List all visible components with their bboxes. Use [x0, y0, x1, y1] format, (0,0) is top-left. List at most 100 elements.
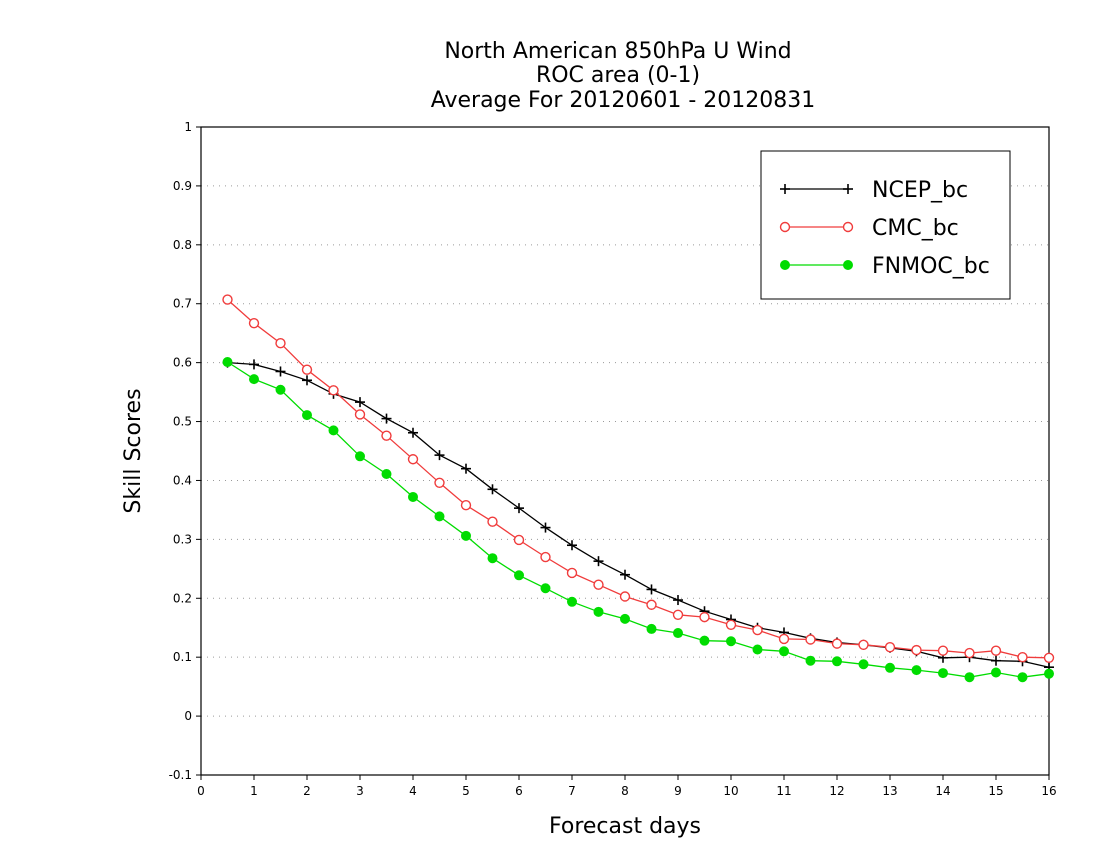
legend-item-ncep-bc: NCEP_bc — [780, 178, 968, 203]
plus-marker — [673, 595, 683, 606]
filled-circle-marker — [1044, 668, 1054, 679]
open-circle-marker — [593, 579, 604, 590]
filled-circle-marker — [885, 662, 895, 673]
series-line-fnmoc-bc — [227, 361, 1050, 678]
filled-circle-marker — [673, 628, 683, 639]
open-circle-marker — [487, 516, 498, 527]
filled-circle-marker — [832, 656, 842, 667]
y-tick-label: 0.7 — [173, 297, 192, 311]
filled-circle-marker — [487, 553, 498, 564]
legend-item-fnmoc-bc: FNMOC_bc — [780, 254, 990, 279]
plus-marker — [514, 503, 524, 514]
legend-label: CMC_bc — [872, 216, 959, 241]
filled-circle-marker — [805, 655, 816, 666]
filled-circle-marker — [843, 260, 853, 270]
x-tick-label: 7 — [568, 784, 576, 798]
open-circle-marker — [301, 364, 313, 375]
filled-circle-marker — [858, 659, 869, 670]
open-circle-marker — [354, 409, 366, 420]
series-fnmoc-bc — [222, 357, 1054, 683]
axis-ticks: -0.100.10.20.30.40.50.60.70.80.910 1 2 3 4 5 6… — [169, 120, 1057, 798]
y-tick-label: 0.1 — [173, 650, 192, 664]
chart-title-line-2: ROC area (0-1) — [536, 63, 700, 88]
series-ncep-bc — [222, 357, 1054, 673]
plus-marker — [355, 397, 365, 408]
series-layer — [222, 294, 1055, 683]
open-circle-marker — [779, 221, 791, 233]
plus-marker — [302, 375, 312, 386]
filled-circle-marker — [355, 451, 365, 462]
y-tick-label: 0.3 — [173, 532, 192, 546]
filled-circle-marker — [593, 606, 604, 617]
filled-circle-marker — [381, 468, 392, 479]
filled-circle-marker — [461, 530, 471, 541]
chart-title-line-3: Average For 20120601 - 20120831 — [431, 88, 816, 113]
filled-circle-marker — [514, 570, 524, 581]
open-circle-marker — [460, 499, 472, 511]
x-tick-label: 14 — [935, 784, 950, 798]
open-circle-marker — [222, 294, 233, 305]
plus-marker — [620, 569, 630, 580]
open-circle-marker — [937, 645, 949, 656]
legend: NCEP_bc CMC_bc FNMOC_bc — [760, 150, 1011, 300]
filled-circle-marker — [328, 425, 339, 436]
filled-circle-marker — [1017, 672, 1028, 683]
open-circle-marker — [1017, 651, 1028, 663]
open-circle-marker — [884, 641, 896, 653]
x-tick-label: 4 — [409, 784, 417, 798]
x-tick-label: 1 — [250, 784, 258, 798]
plus-marker — [593, 556, 604, 567]
y-tick-label: 0.5 — [173, 415, 192, 429]
series-cmc-bc — [222, 294, 1055, 663]
x-tick-label: 10 — [723, 784, 738, 798]
open-circle-marker — [699, 611, 710, 623]
plus-marker — [461, 463, 471, 474]
x-tick-label: 11 — [776, 784, 791, 798]
y-tick-label: 0 — [184, 709, 192, 723]
open-circle-marker — [407, 454, 419, 465]
x-tick-label: 15 — [988, 784, 1003, 798]
open-circle-marker — [778, 633, 790, 645]
open-circle-marker — [248, 317, 260, 329]
x-tick-label: 16 — [1041, 784, 1056, 798]
open-circle-marker — [842, 221, 854, 233]
plus-marker — [843, 184, 853, 194]
open-circle-marker — [725, 619, 737, 630]
filled-circle-marker — [620, 613, 630, 624]
filled-circle-marker — [779, 646, 789, 657]
plus-marker — [408, 427, 418, 438]
plus-marker — [646, 584, 657, 595]
filled-circle-marker — [911, 665, 922, 676]
filled-circle-marker — [964, 672, 975, 683]
filled-circle-marker — [302, 410, 312, 421]
x-axis-label: Forecast days — [549, 814, 701, 839]
filled-circle-marker — [222, 357, 233, 368]
open-circle-marker — [672, 609, 684, 620]
y-tick-label: 0.2 — [173, 591, 192, 605]
open-circle-marker — [831, 638, 843, 649]
filled-circle-marker — [249, 374, 259, 385]
y-tick-label: 0.4 — [173, 473, 192, 487]
filled-circle-marker — [699, 635, 710, 646]
filled-circle-marker — [991, 667, 1001, 678]
y-axis-label: Skill Scores — [121, 388, 146, 513]
plus-marker — [487, 484, 498, 495]
legend-label: FNMOC_bc — [872, 254, 990, 279]
open-circle-marker — [1043, 652, 1055, 663]
x-tick-label: 5 — [462, 784, 470, 798]
filled-circle-marker — [275, 384, 286, 395]
filled-circle-marker — [780, 260, 790, 270]
open-circle-marker — [619, 591, 631, 602]
open-circle-marker — [911, 644, 922, 656]
legend-item-cmc-bc: CMC_bc — [779, 216, 959, 241]
filled-circle-marker — [540, 583, 551, 594]
plus-marker — [991, 655, 1001, 666]
filled-circle-marker — [408, 491, 418, 502]
open-circle-marker — [513, 534, 525, 546]
plus-marker — [434, 450, 445, 461]
y-tick-label: 0.9 — [173, 179, 192, 193]
x-tick-label: 8 — [621, 784, 629, 798]
open-circle-marker — [566, 567, 578, 579]
open-circle-marker — [275, 337, 286, 349]
